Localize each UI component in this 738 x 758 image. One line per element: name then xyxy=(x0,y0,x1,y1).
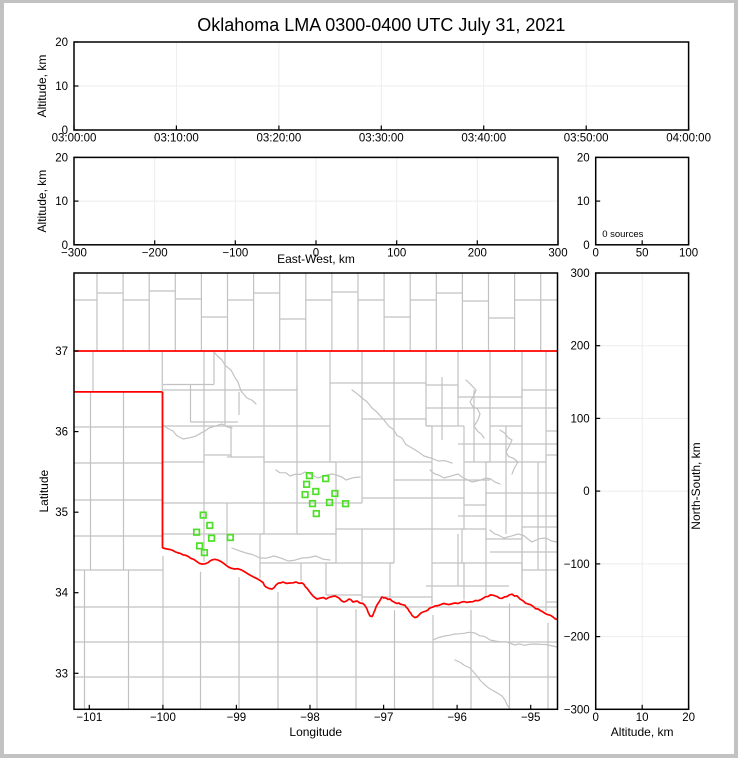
svg-text:20: 20 xyxy=(55,152,68,164)
svg-text:34: 34 xyxy=(55,588,68,600)
svg-text:−100: −100 xyxy=(564,559,590,571)
svg-text:10: 10 xyxy=(55,196,68,208)
svg-text:300: 300 xyxy=(571,268,590,280)
svg-text:20: 20 xyxy=(682,712,695,724)
svg-text:0 sources: 0 sources xyxy=(602,229,643,240)
svg-text:Altitude, km: Altitude, km xyxy=(35,170,49,233)
svg-text:33: 33 xyxy=(55,668,68,680)
svg-text:East-West, km: East-West, km xyxy=(277,252,355,266)
svg-text:20: 20 xyxy=(55,37,68,49)
svg-text:03:50:00: 03:50:00 xyxy=(564,133,609,145)
svg-text:0: 0 xyxy=(62,125,68,137)
svg-text:−97: −97 xyxy=(374,712,394,724)
svg-text:−95: −95 xyxy=(521,712,541,724)
svg-text:Altitude, km: Altitude, km xyxy=(611,725,674,739)
svg-text:300: 300 xyxy=(548,248,567,260)
svg-text:0: 0 xyxy=(592,712,598,724)
svg-text:100: 100 xyxy=(387,248,406,260)
svg-text:35: 35 xyxy=(55,507,68,519)
svg-text:20: 20 xyxy=(577,152,590,164)
svg-text:200: 200 xyxy=(468,248,487,260)
svg-text:0: 0 xyxy=(62,240,68,252)
svg-text:10: 10 xyxy=(577,196,590,208)
svg-text:Altitude, km: Altitude, km xyxy=(35,55,49,118)
svg-text:−200: −200 xyxy=(564,632,590,644)
svg-text:−100: −100 xyxy=(150,712,176,724)
svg-text:−200: −200 xyxy=(142,248,168,260)
svg-text:03:30:00: 03:30:00 xyxy=(359,133,404,145)
svg-text:04:00:00: 04:00:00 xyxy=(666,133,711,145)
svg-text:50: 50 xyxy=(636,248,649,260)
svg-text:03:00:00: 03:00:00 xyxy=(52,133,97,145)
svg-text:0: 0 xyxy=(583,240,589,252)
svg-text:−99: −99 xyxy=(227,712,247,724)
svg-text:Latitude: Latitude xyxy=(37,469,51,512)
svg-text:10: 10 xyxy=(636,712,649,724)
svg-text:200: 200 xyxy=(571,341,590,353)
svg-text:03:40:00: 03:40:00 xyxy=(461,133,506,145)
svg-text:−101: −101 xyxy=(76,712,102,724)
svg-text:Longitude: Longitude xyxy=(289,725,342,739)
svg-text:100: 100 xyxy=(571,413,590,425)
svg-text:North-South, km: North-South, km xyxy=(689,442,703,529)
svg-text:0: 0 xyxy=(313,248,319,260)
svg-text:−300: −300 xyxy=(564,704,590,716)
svg-text:03:10:00: 03:10:00 xyxy=(154,133,199,145)
svg-text:−300: −300 xyxy=(61,248,87,260)
svg-text:100: 100 xyxy=(679,248,698,260)
svg-text:Oklahoma LMA 0300-0400 UTC Jul: Oklahoma LMA 0300-0400 UTC July 31, 2021 xyxy=(197,15,565,35)
svg-text:0: 0 xyxy=(583,486,589,498)
svg-text:−98: −98 xyxy=(300,712,320,724)
svg-text:0: 0 xyxy=(592,248,598,260)
svg-text:37: 37 xyxy=(55,346,68,358)
svg-text:10: 10 xyxy=(55,81,68,93)
svg-text:−100: −100 xyxy=(222,248,248,260)
svg-text:−96: −96 xyxy=(447,712,467,724)
svg-text:36: 36 xyxy=(55,427,68,439)
svg-text:03:20:00: 03:20:00 xyxy=(256,133,301,145)
